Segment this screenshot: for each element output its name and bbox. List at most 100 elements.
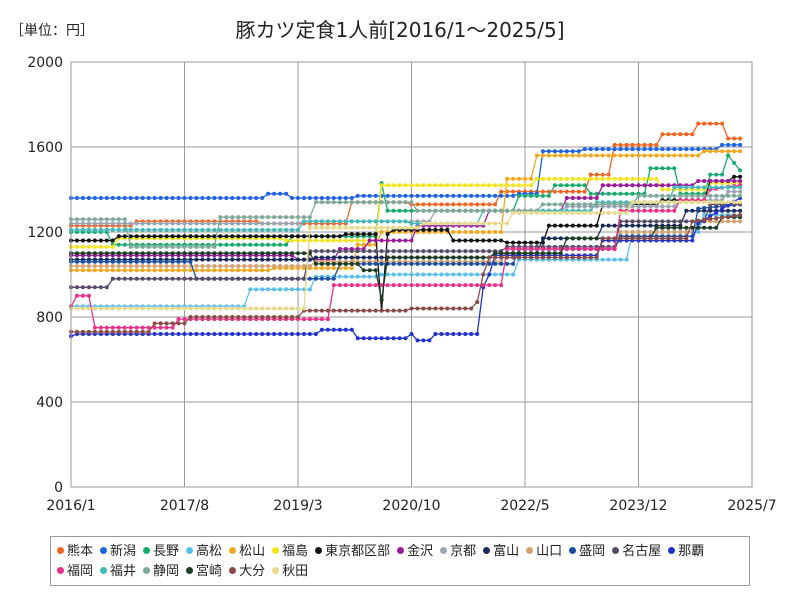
data-point <box>152 227 157 232</box>
data-point <box>176 259 181 264</box>
data-point <box>582 255 587 260</box>
data-point <box>86 196 91 200</box>
data-point <box>284 287 289 292</box>
data-point <box>140 329 145 334</box>
data-point <box>582 183 587 188</box>
legend-marker <box>569 547 577 554</box>
series-静岡 <box>69 193 743 249</box>
data-point <box>152 221 157 226</box>
data-point <box>576 153 581 158</box>
data-point <box>397 308 402 313</box>
data-point <box>212 257 217 262</box>
data-point <box>481 283 486 288</box>
data-point <box>170 325 175 330</box>
data-point <box>594 247 599 251</box>
data-point <box>606 153 611 158</box>
data-point <box>732 208 737 213</box>
data-point <box>397 238 402 243</box>
data-point <box>200 221 205 226</box>
data-point <box>110 251 115 256</box>
data-point <box>481 272 486 277</box>
data-point <box>582 247 587 251</box>
data-point <box>708 121 713 126</box>
data-point <box>80 217 85 222</box>
data-point <box>738 174 743 179</box>
data-point <box>164 259 169 264</box>
data-point <box>212 234 217 239</box>
data-point <box>451 238 456 243</box>
data-point <box>122 259 127 264</box>
data-point <box>594 223 599 228</box>
data-point <box>463 193 468 198</box>
data-point <box>349 219 354 224</box>
data-point <box>511 193 516 198</box>
data-point <box>415 193 420 198</box>
data-point <box>296 221 300 226</box>
data-point <box>224 306 229 311</box>
data-point <box>367 249 372 254</box>
data-point <box>325 234 330 239</box>
series-那覇 <box>69 196 743 343</box>
data-point <box>224 264 229 268</box>
data-point <box>224 268 229 273</box>
data-point <box>690 153 695 158</box>
data-point <box>391 255 396 260</box>
data-point <box>152 196 157 200</box>
data-point <box>75 293 79 298</box>
data-point <box>463 283 468 288</box>
data-point <box>116 264 121 268</box>
data-point <box>313 238 318 243</box>
data-point <box>457 183 462 188</box>
data-point <box>738 189 743 194</box>
data-point <box>146 227 151 232</box>
data-point <box>415 272 420 277</box>
data-point <box>672 230 677 234</box>
data-point <box>379 336 384 341</box>
data-point <box>457 261 462 266</box>
data-point <box>558 202 563 207</box>
data-point <box>469 193 474 198</box>
data-point <box>200 332 205 336</box>
data-point <box>343 232 348 237</box>
data-point <box>630 176 635 181</box>
data-point <box>648 236 653 241</box>
legend-item: 盛岡 <box>569 542 605 562</box>
data-point <box>696 193 701 198</box>
data-point <box>594 236 599 241</box>
chart-title: 豚カツ定食1人前[2016/1～2025/5] <box>235 18 565 42</box>
data-point <box>678 200 683 205</box>
data-point <box>182 317 187 322</box>
data-point <box>642 176 647 181</box>
data-point <box>254 257 259 262</box>
data-point <box>439 227 444 232</box>
data-point <box>445 227 450 232</box>
data-point <box>319 276 324 281</box>
data-point <box>75 306 79 311</box>
data-point <box>80 306 85 311</box>
data-point <box>98 251 103 256</box>
data-point <box>349 200 354 205</box>
data-point <box>158 259 163 264</box>
data-point <box>720 215 725 220</box>
data-point <box>630 191 635 196</box>
legend-item: 福島 <box>272 542 308 562</box>
data-point <box>349 238 354 243</box>
data-point <box>385 225 390 230</box>
data-point <box>600 176 605 181</box>
data-point <box>116 221 121 226</box>
data-point <box>302 332 306 336</box>
data-point <box>564 196 569 200</box>
data-point <box>290 251 294 256</box>
data-point <box>636 219 641 224</box>
data-point <box>218 306 223 311</box>
data-point <box>134 268 139 273</box>
data-point <box>343 200 348 205</box>
data-point <box>373 225 378 230</box>
data-point <box>224 196 229 200</box>
data-point <box>325 225 330 230</box>
data-point <box>421 227 426 232</box>
data-point <box>260 264 265 268</box>
data-point <box>588 176 593 181</box>
data-point <box>660 147 665 152</box>
